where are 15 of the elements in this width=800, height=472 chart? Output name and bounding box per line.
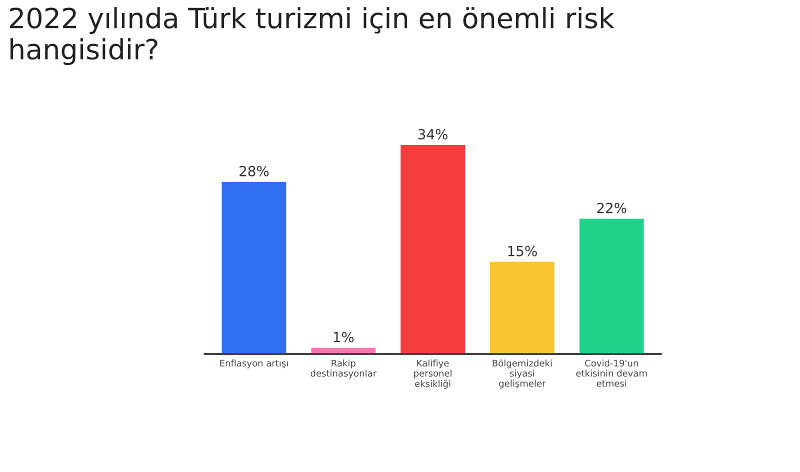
x-tick-label: Enflasyon artışı <box>220 360 288 368</box>
bar <box>490 262 554 354</box>
x-tick-label: Bölgemizdeki siyasi gelişmeler <box>492 360 552 389</box>
x-tick-label: Covid-19'un etkisinin devam etmesi <box>576 360 647 387</box>
data-label: 28% <box>240 166 269 176</box>
chart-title: 2022 yılında Türk turizmi için en önemli risk hangisidir? <box>10 7 614 66</box>
bar <box>579 218 644 354</box>
data-label: 1% <box>334 332 354 342</box>
bar <box>400 144 465 354</box>
data-label: 15% <box>508 246 537 256</box>
data-label: 34% <box>418 128 448 140</box>
data-label: 22% <box>597 202 626 214</box>
x-tick-label: Kalifiye personel eksikliği <box>414 360 452 389</box>
x-tick-label: Rakip destinasyonlar <box>310 360 377 378</box>
bar <box>222 182 286 354</box>
